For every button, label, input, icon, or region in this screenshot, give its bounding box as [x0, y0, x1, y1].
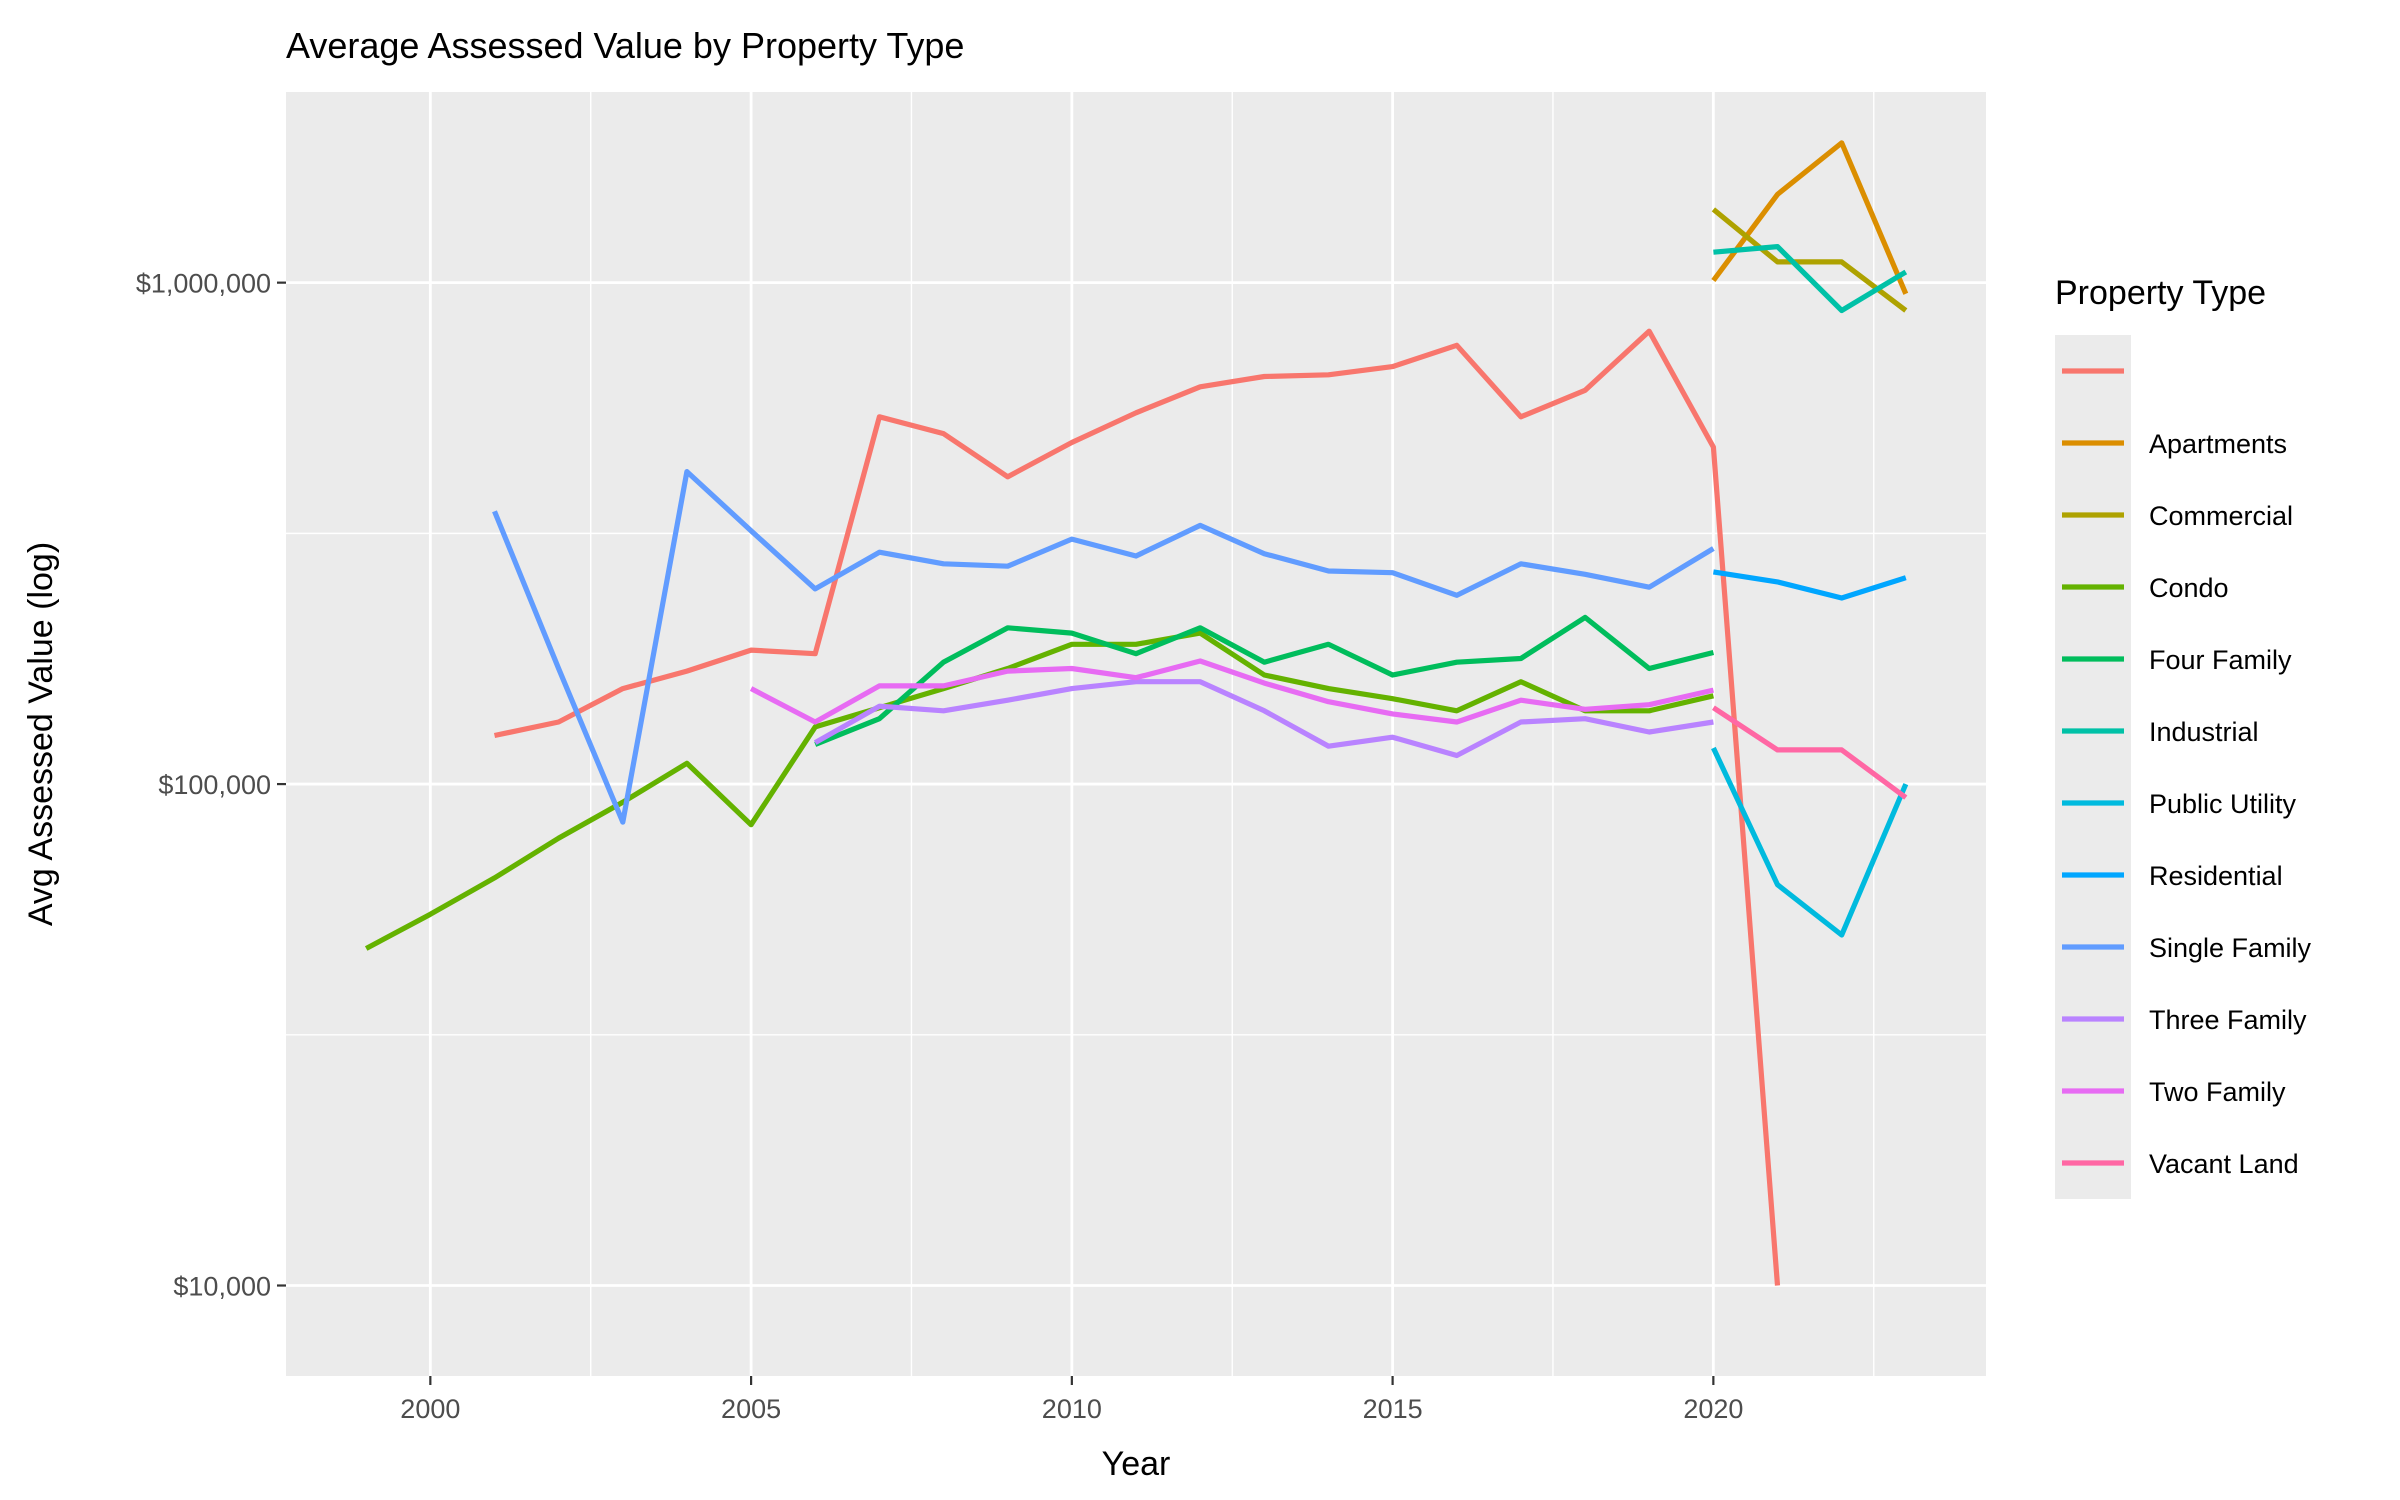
- legend-label-commercial: Commercial: [2149, 501, 2293, 531]
- series-line-unnamed: [493, 328, 1781, 1286]
- y-axis: $10,000 $100,000 $1,000,000: [136, 269, 286, 1302]
- series-line-industrial: [1713, 244, 1908, 314]
- legend-title: Property Type: [2055, 274, 2266, 312]
- y-tick-label: $10,000: [173, 1272, 271, 1302]
- series-line-public-utility: [1711, 746, 1909, 938]
- x-tick-label: 2010: [1042, 1394, 1102, 1424]
- legend-label-vacant-land: Vacant Land: [2149, 1149, 2299, 1179]
- series-line-single-family: [492, 469, 1715, 825]
- x-tick-label: 2005: [721, 1394, 781, 1424]
- y-axis-title: Avg Assessed Value (log): [22, 542, 60, 926]
- series-line-vacant-land: [1711, 705, 1908, 800]
- legend-label-three-family: Three Family: [2149, 1005, 2307, 1035]
- x-tick-label: 2020: [1683, 1394, 1743, 1424]
- y-tick-label: $100,000: [158, 770, 271, 800]
- series-line-four-family: [814, 614, 1715, 747]
- series-line-residential: [1712, 569, 1907, 601]
- x-tick-label: 2015: [1363, 1394, 1423, 1424]
- x-axis: 2000 2005 2010 2015 2020: [400, 1376, 1743, 1424]
- x-tick-label: 2000: [400, 1394, 460, 1424]
- series-line-two-family: [749, 658, 1714, 725]
- legend-label-industrial: Industrial: [2149, 717, 2259, 747]
- x-axis-title: Year: [1102, 1445, 1171, 1483]
- series-line-condo: [364, 630, 1714, 951]
- legend: Property Type Apartments Commercial Condo F…: [2055, 274, 2312, 1199]
- y-tick-label: $1,000,000: [136, 269, 271, 299]
- legend-label-residential: Residential: [2149, 861, 2283, 891]
- plot-panel: [286, 92, 1986, 1376]
- grid-lines: [286, 92, 1986, 1376]
- series-line-commercial: [1711, 207, 1908, 313]
- series-lines: [364, 140, 1909, 1286]
- series-line-three-family: [813, 679, 1714, 759]
- legend-label-four-family: Four Family: [2149, 645, 2292, 675]
- legend-label-public-utility: Public Utility: [2149, 789, 2297, 819]
- legend-label-two-family: Two Family: [2149, 1077, 2286, 1107]
- legend-label-apartments: Apartments: [2149, 429, 2287, 459]
- legend-label-single-family: Single Family: [2149, 933, 2312, 963]
- legend-label-condo: Condo: [2149, 573, 2229, 603]
- chart-title: Average Assessed Value by Property Type: [286, 25, 964, 66]
